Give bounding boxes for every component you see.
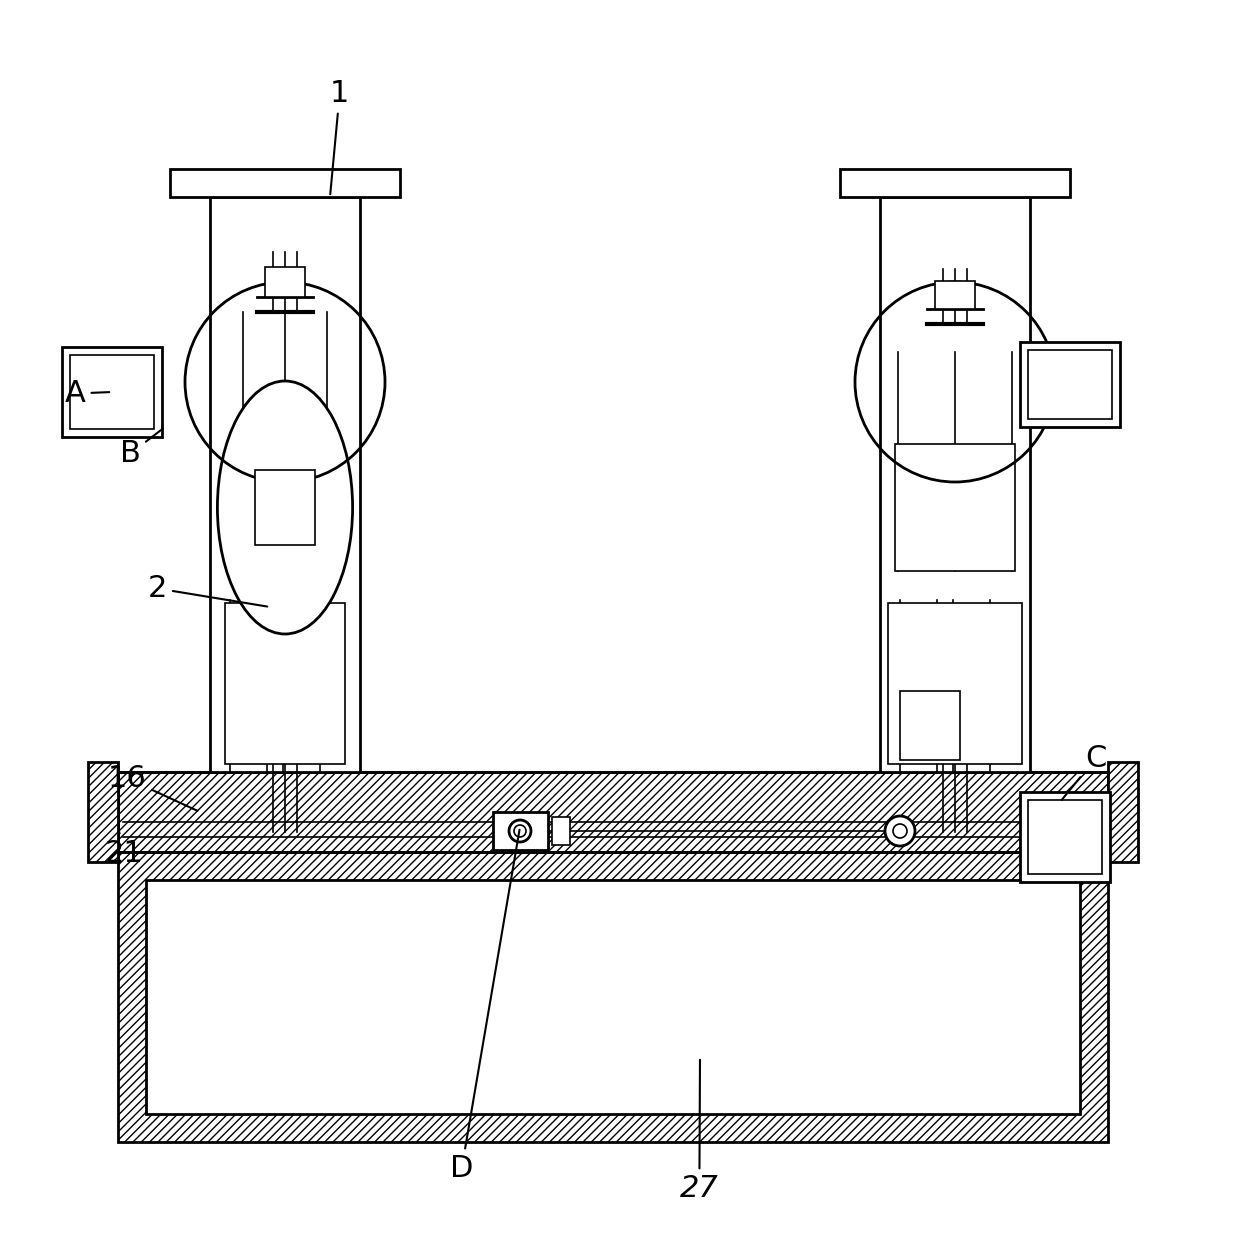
Bar <box>1109 762 1138 862</box>
Text: C: C <box>1061 744 1106 799</box>
Ellipse shape <box>217 381 352 634</box>
Ellipse shape <box>893 825 906 838</box>
Bar <box>254 470 315 546</box>
Bar <box>1021 792 1110 882</box>
Bar <box>146 880 1080 1114</box>
Bar <box>1028 349 1112 419</box>
Bar <box>210 197 360 772</box>
Bar <box>494 812 548 850</box>
Text: 2: 2 <box>148 574 268 607</box>
Bar <box>888 603 1022 764</box>
Text: 27: 27 <box>680 1060 719 1203</box>
Ellipse shape <box>515 825 526 837</box>
Bar <box>1028 799 1102 874</box>
Bar <box>895 444 1016 571</box>
Bar <box>880 197 1030 772</box>
Bar <box>88 762 118 862</box>
Text: 21: 21 <box>105 830 144 869</box>
Text: 1: 1 <box>330 79 350 195</box>
Text: D: D <box>450 830 520 1183</box>
Bar <box>265 266 305 297</box>
Bar <box>839 168 1070 197</box>
Bar <box>118 772 1109 852</box>
Bar <box>170 168 401 197</box>
Ellipse shape <box>508 820 531 842</box>
Bar <box>552 817 570 845</box>
Bar <box>935 280 975 308</box>
Bar <box>69 354 154 429</box>
Bar <box>118 852 1109 1143</box>
Bar <box>1021 342 1120 427</box>
Text: A: A <box>64 380 109 409</box>
Text: B: B <box>120 429 162 468</box>
Ellipse shape <box>885 816 915 846</box>
Bar <box>224 603 345 764</box>
Bar <box>900 691 960 760</box>
Text: 16: 16 <box>108 764 197 811</box>
Bar <box>62 347 162 437</box>
